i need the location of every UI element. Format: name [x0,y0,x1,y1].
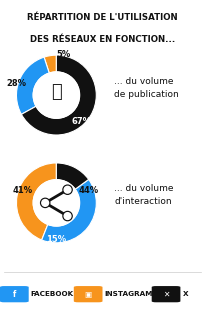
Wedge shape [56,163,88,189]
Text: RÉPARTITION DE L'UTILISATION: RÉPARTITION DE L'UTILISATION [27,14,177,23]
Text: ... du volume
d'interaction: ... du volume d'interaction [114,184,173,206]
Circle shape [63,211,72,221]
Text: FACEBOOK: FACEBOOK [31,291,73,297]
Text: ... du volume
de publication: ... du volume de publication [114,76,178,99]
Circle shape [33,180,79,226]
Text: X: X [182,291,187,297]
Text: INSTAGRAM: INSTAGRAM [104,291,152,297]
Circle shape [42,199,48,206]
FancyBboxPatch shape [0,286,29,302]
Circle shape [64,213,71,219]
Wedge shape [44,55,56,73]
FancyBboxPatch shape [151,286,180,302]
Circle shape [33,72,79,118]
Text: 28%: 28% [6,79,26,87]
Text: ✕: ✕ [162,290,169,299]
Wedge shape [21,55,96,135]
Text: 44%: 44% [78,186,98,195]
FancyBboxPatch shape [73,286,102,302]
Text: 15%: 15% [46,235,66,244]
Circle shape [63,185,72,194]
Text: 67%: 67% [71,117,91,126]
Wedge shape [41,179,96,243]
Circle shape [64,186,71,193]
Text: 5%: 5% [56,50,70,59]
Text: ▣: ▣ [84,290,91,299]
Text: DES RÉSEAUX EN FONCTION...: DES RÉSEAUX EN FONCTION... [30,35,174,44]
Text: 📄: 📄 [51,83,61,101]
Text: f: f [13,290,16,299]
Circle shape [40,198,50,207]
Wedge shape [16,57,49,114]
Wedge shape [16,163,56,240]
Text: 41%: 41% [12,186,32,195]
